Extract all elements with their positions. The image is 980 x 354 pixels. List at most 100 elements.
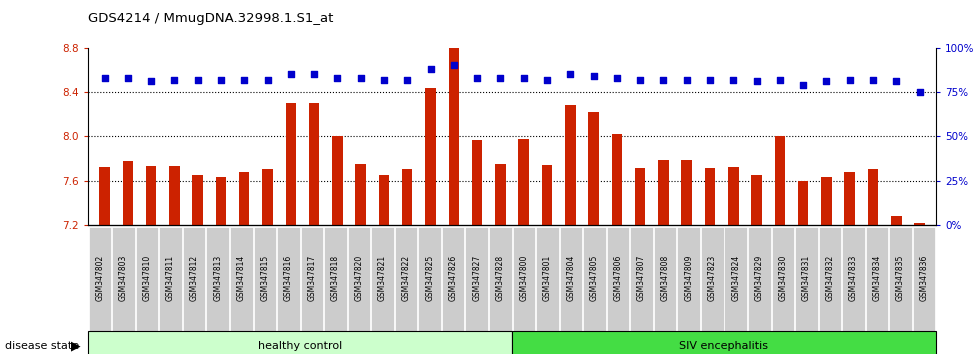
Point — [329, 75, 345, 81]
Text: GSM347816: GSM347816 — [284, 255, 293, 301]
Bar — [146, 166, 157, 225]
Text: GSM347803: GSM347803 — [119, 255, 128, 301]
Text: GSM347835: GSM347835 — [896, 255, 906, 301]
Text: GSM347805: GSM347805 — [590, 255, 599, 301]
Text: GSM347824: GSM347824 — [731, 255, 740, 301]
Bar — [309, 103, 319, 225]
Bar — [681, 160, 692, 225]
Text: GSM347804: GSM347804 — [566, 255, 575, 301]
Text: GSM347809: GSM347809 — [684, 255, 693, 301]
Bar — [752, 175, 761, 225]
Bar — [635, 169, 646, 225]
Text: GSM347808: GSM347808 — [661, 255, 669, 301]
Point — [563, 72, 578, 77]
Point — [213, 77, 228, 82]
Point — [260, 77, 275, 82]
Point — [632, 77, 648, 82]
Bar — [122, 161, 133, 225]
Text: healthy control: healthy control — [258, 341, 342, 351]
Text: GSM347829: GSM347829 — [755, 255, 763, 301]
Text: GSM347818: GSM347818 — [331, 255, 340, 301]
Point — [725, 77, 741, 82]
Bar — [216, 177, 226, 225]
Point — [400, 77, 416, 82]
Point — [446, 63, 462, 68]
Point — [422, 66, 438, 72]
Text: ▶: ▶ — [71, 339, 80, 353]
Text: GDS4214 / MmugDNA.32998.1.S1_at: GDS4214 / MmugDNA.32998.1.S1_at — [88, 12, 333, 25]
Point — [283, 72, 299, 77]
Text: GSM347801: GSM347801 — [543, 255, 552, 301]
Point — [190, 77, 206, 82]
Text: GSM347810: GSM347810 — [142, 255, 152, 301]
Point — [376, 77, 392, 82]
Bar — [588, 112, 599, 225]
Bar — [659, 160, 668, 225]
Point — [702, 77, 717, 82]
Bar — [402, 170, 413, 225]
Bar — [356, 164, 366, 225]
Text: GSM347812: GSM347812 — [190, 255, 199, 301]
Text: GSM347807: GSM347807 — [637, 255, 646, 301]
Text: GSM347832: GSM347832 — [825, 255, 834, 301]
Bar — [239, 172, 250, 225]
Point — [679, 77, 695, 82]
Bar — [378, 175, 389, 225]
Point — [772, 77, 788, 82]
Bar — [99, 167, 110, 225]
Text: GSM347814: GSM347814 — [237, 255, 246, 301]
Bar — [170, 166, 179, 225]
Text: GSM347820: GSM347820 — [355, 255, 364, 301]
Bar — [425, 88, 436, 225]
Point — [143, 79, 159, 84]
Bar — [705, 169, 715, 225]
Text: GSM347811: GSM347811 — [167, 255, 175, 301]
Point — [842, 77, 858, 82]
Text: GSM347802: GSM347802 — [95, 255, 105, 301]
Point — [167, 77, 182, 82]
Point — [796, 82, 811, 88]
Bar — [495, 164, 506, 225]
Text: GSM347823: GSM347823 — [708, 255, 716, 301]
Point — [818, 79, 834, 84]
Bar — [728, 167, 739, 225]
Bar — [867, 170, 878, 225]
Bar — [332, 136, 343, 225]
Text: GSM347806: GSM347806 — [613, 255, 622, 301]
Text: disease state: disease state — [5, 341, 79, 351]
Bar — [914, 223, 925, 225]
Bar — [263, 170, 272, 225]
Bar — [798, 181, 808, 225]
Point — [889, 79, 905, 84]
Text: GSM347831: GSM347831 — [802, 255, 810, 301]
Bar — [891, 216, 902, 225]
Bar — [192, 175, 203, 225]
Text: GSM347834: GSM347834 — [872, 255, 882, 301]
Bar — [565, 105, 575, 225]
Point — [865, 77, 881, 82]
Point — [539, 77, 555, 82]
Text: GSM347825: GSM347825 — [425, 255, 434, 301]
Point — [236, 77, 252, 82]
Point — [353, 75, 368, 81]
Text: GSM347817: GSM347817 — [308, 255, 317, 301]
Bar — [285, 103, 296, 225]
Text: GSM347828: GSM347828 — [496, 255, 505, 301]
Point — [911, 89, 927, 95]
Point — [656, 77, 671, 82]
Bar — [449, 48, 459, 225]
Bar — [518, 138, 529, 225]
Text: GSM347813: GSM347813 — [214, 255, 222, 301]
Point — [307, 72, 322, 77]
Bar — [845, 172, 855, 225]
Text: GSM347827: GSM347827 — [472, 255, 481, 301]
Text: GSM347815: GSM347815 — [261, 255, 270, 301]
Text: GSM347833: GSM347833 — [849, 255, 858, 301]
Point — [749, 79, 764, 84]
Text: GSM347826: GSM347826 — [449, 255, 458, 301]
Point — [469, 75, 485, 81]
Bar — [612, 134, 622, 225]
Bar — [774, 136, 785, 225]
Text: GSM347836: GSM347836 — [919, 255, 929, 301]
Bar — [821, 177, 832, 225]
